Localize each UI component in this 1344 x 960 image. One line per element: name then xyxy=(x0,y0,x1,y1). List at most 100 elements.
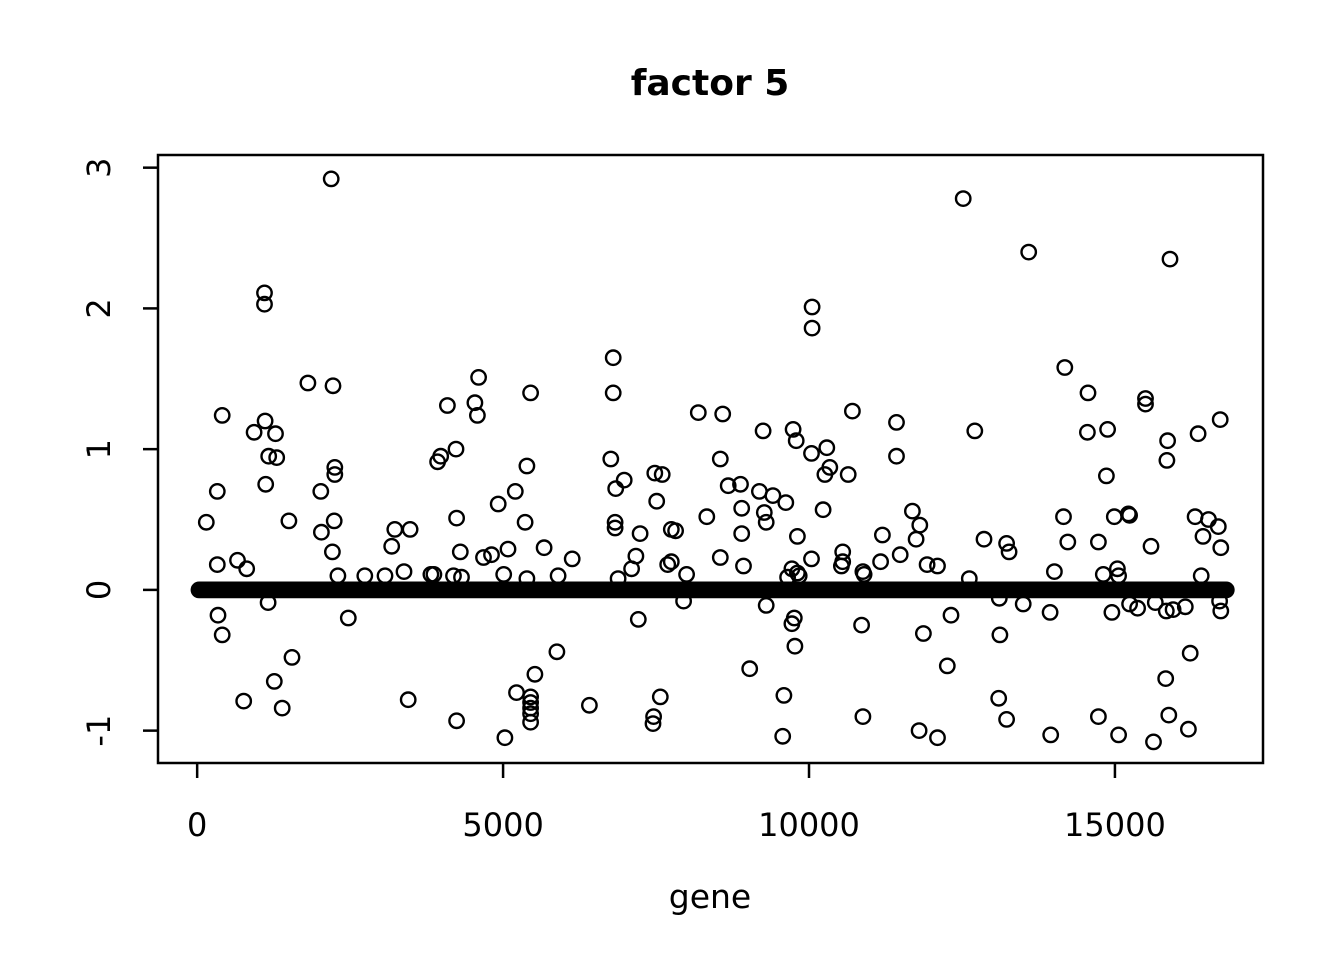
data-point xyxy=(910,722,928,739)
x-tick-label: 10000 xyxy=(758,806,860,844)
data-point xyxy=(213,626,231,644)
data-point xyxy=(1161,250,1179,268)
data-point xyxy=(711,450,729,468)
data-point xyxy=(522,688,539,706)
data-point xyxy=(751,482,768,500)
data-point xyxy=(659,556,677,573)
data-point xyxy=(1211,411,1229,428)
data-point xyxy=(399,691,417,709)
data-point xyxy=(918,556,936,573)
data-point xyxy=(326,458,344,476)
x-axis: 0 5000 10000 15000 xyxy=(187,763,1166,844)
data-point xyxy=(888,447,905,465)
plot-box xyxy=(156,153,1265,765)
data-point xyxy=(615,471,633,489)
data-point xyxy=(644,715,662,732)
data-point xyxy=(312,523,330,541)
data-point xyxy=(376,567,394,585)
data-point xyxy=(711,549,729,566)
data-point xyxy=(468,406,486,424)
data-point xyxy=(853,616,870,634)
data-point xyxy=(872,553,889,571)
data-point xyxy=(606,513,624,531)
data-point xyxy=(719,477,737,495)
data-point xyxy=(508,684,525,701)
data-point xyxy=(844,402,861,420)
data-point xyxy=(208,556,226,573)
data-point xyxy=(323,543,341,561)
data-point xyxy=(783,615,801,633)
data-point xyxy=(445,567,462,585)
data-point xyxy=(888,413,905,431)
data-point xyxy=(787,432,805,450)
data-point xyxy=(774,727,792,745)
data-point xyxy=(1160,706,1178,724)
data-point xyxy=(1042,726,1060,744)
data-point xyxy=(604,384,622,402)
data-point xyxy=(803,319,821,337)
data-point xyxy=(395,563,413,580)
data-point xyxy=(1014,595,1032,613)
data-point xyxy=(1194,528,1212,545)
data-point xyxy=(209,606,227,624)
data-point xyxy=(1121,595,1139,613)
data-point xyxy=(803,550,820,568)
data-point xyxy=(522,713,539,731)
data-point xyxy=(1000,543,1018,561)
data-point xyxy=(803,444,820,462)
data-point xyxy=(1098,467,1115,485)
data-point xyxy=(911,516,929,534)
data-point xyxy=(312,482,330,500)
y-tick-label: -1 xyxy=(80,715,118,747)
data-point xyxy=(653,466,671,483)
data-point xyxy=(326,466,344,483)
data-point xyxy=(495,566,513,583)
data-point xyxy=(915,625,932,642)
data-point xyxy=(1090,708,1107,725)
data-point xyxy=(735,557,752,575)
data-point xyxy=(1099,420,1117,438)
data-point xyxy=(839,466,857,483)
data-point xyxy=(470,368,487,386)
data-point xyxy=(299,374,317,392)
data-point xyxy=(1176,598,1194,616)
data-point xyxy=(197,513,215,531)
data-point xyxy=(1090,533,1107,551)
data-point xyxy=(779,568,796,586)
data-point xyxy=(1103,604,1121,621)
data-point xyxy=(1211,592,1229,610)
data-point xyxy=(646,464,664,482)
data-point xyxy=(675,592,692,610)
data-point xyxy=(438,397,456,414)
x-tick-label: 15000 xyxy=(1064,806,1166,844)
data-point xyxy=(1181,644,1199,662)
data-point xyxy=(954,190,972,208)
data-point xyxy=(1079,423,1096,441)
data-point xyxy=(602,450,620,468)
data-point xyxy=(447,440,465,458)
data-point xyxy=(257,475,275,493)
x-tick-label: 5000 xyxy=(462,806,543,844)
data-point xyxy=(451,543,469,561)
data-point xyxy=(516,513,534,531)
plot-title: factor 5 xyxy=(631,63,790,104)
data-point xyxy=(339,609,357,627)
data-point xyxy=(280,512,298,530)
data-point xyxy=(651,688,669,706)
data-point xyxy=(324,377,342,395)
data-point xyxy=(929,557,946,575)
data-point xyxy=(1157,670,1175,687)
data-point xyxy=(991,626,1009,644)
data-point xyxy=(386,521,404,538)
data-point xyxy=(789,528,806,545)
data-point xyxy=(833,557,850,575)
data-point xyxy=(929,729,946,747)
data-point xyxy=(662,553,680,571)
data-point xyxy=(526,665,544,683)
data-point xyxy=(821,458,839,476)
data-point xyxy=(259,594,277,611)
data-point xyxy=(401,521,419,538)
data-point xyxy=(518,570,536,587)
data-point xyxy=(499,540,517,558)
